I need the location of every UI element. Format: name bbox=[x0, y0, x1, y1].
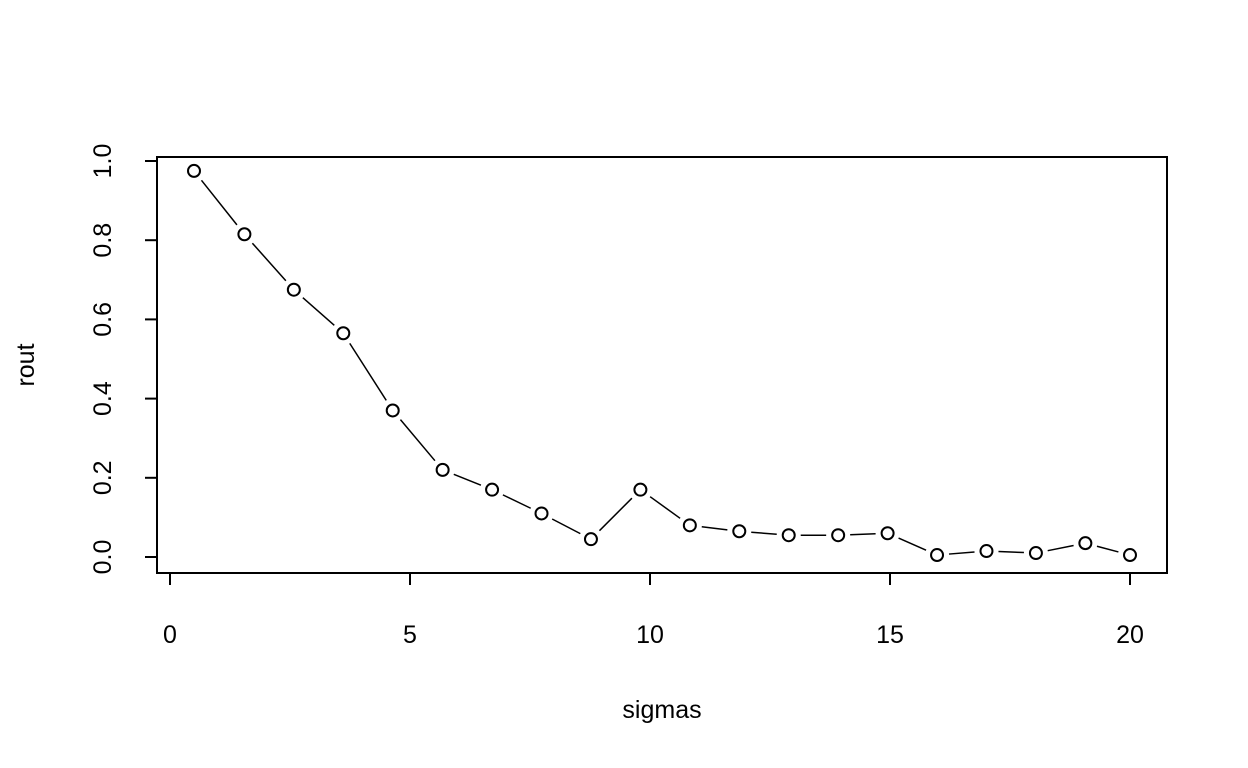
data-point bbox=[237, 227, 252, 242]
x-tick-label: 20 bbox=[1116, 621, 1144, 649]
series-segment bbox=[850, 532, 876, 536]
x-tick-label: 10 bbox=[636, 621, 664, 649]
x-axis-label: sigmas bbox=[622, 696, 701, 724]
x-axis: 0 5 10 15 20 bbox=[163, 572, 1144, 649]
series-segment bbox=[302, 297, 335, 326]
series-segment bbox=[453, 473, 482, 486]
x-tick-label: 15 bbox=[876, 621, 904, 649]
series-segment bbox=[998, 550, 1024, 554]
y-axis: 0.0 0.2 0.4 0.6 0.8 1.0 bbox=[89, 144, 158, 575]
series-segment bbox=[948, 551, 975, 555]
series-segment bbox=[598, 497, 633, 532]
data-point bbox=[583, 532, 598, 547]
series-segment bbox=[200, 179, 238, 226]
data-point bbox=[1078, 536, 1093, 551]
data-point bbox=[682, 518, 697, 533]
series-points bbox=[187, 163, 1137, 563]
series-segment bbox=[649, 496, 681, 519]
series-segment bbox=[502, 494, 532, 509]
data-point bbox=[336, 326, 351, 341]
series-segment bbox=[251, 242, 287, 282]
y-tick-label: 0.2 bbox=[89, 460, 117, 495]
y-tick-label: 0.0 bbox=[89, 540, 117, 575]
data-point bbox=[435, 462, 450, 477]
data-point bbox=[1028, 546, 1043, 561]
series-segment bbox=[551, 518, 581, 535]
data-point bbox=[979, 544, 994, 559]
series-segment bbox=[399, 419, 436, 462]
y-tick-label: 1.0 bbox=[89, 144, 117, 179]
x-tick-label: 0 bbox=[163, 621, 177, 649]
y-tick-label: 0.8 bbox=[89, 223, 117, 258]
plot-box bbox=[156, 156, 1168, 574]
series-segment bbox=[1047, 544, 1074, 552]
series-segment bbox=[898, 537, 927, 551]
data-point bbox=[732, 524, 747, 539]
x-tick-label: 5 bbox=[403, 621, 417, 649]
data-point bbox=[781, 528, 796, 543]
data-point bbox=[930, 548, 945, 563]
y-tick-label: 0.6 bbox=[89, 302, 117, 337]
data-point bbox=[187, 163, 201, 178]
data-point bbox=[831, 528, 846, 543]
series-segment bbox=[751, 531, 777, 536]
y-tick-label: 0.4 bbox=[89, 381, 117, 416]
series-segment bbox=[1096, 545, 1119, 553]
data-point bbox=[633, 482, 648, 497]
data-point bbox=[880, 526, 895, 541]
y-axis-label: rout bbox=[12, 343, 40, 386]
data-point bbox=[534, 506, 549, 521]
series-lines bbox=[200, 179, 1119, 555]
series-segment bbox=[349, 342, 387, 401]
series-segment bbox=[701, 526, 728, 531]
data-point bbox=[286, 282, 301, 297]
data-point bbox=[485, 482, 500, 497]
data-point bbox=[385, 403, 400, 418]
data-point bbox=[1123, 548, 1137, 563]
